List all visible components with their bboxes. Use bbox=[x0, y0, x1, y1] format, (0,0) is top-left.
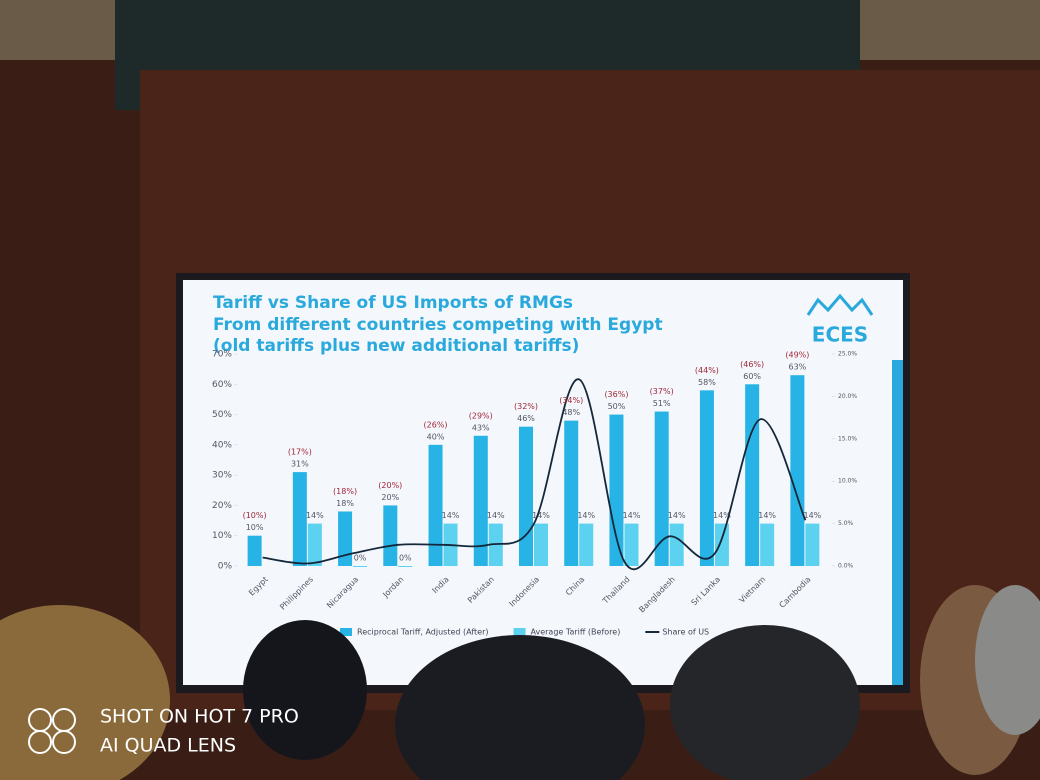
annotation: (37%) bbox=[650, 387, 674, 396]
annotation: (10%) bbox=[243, 511, 267, 520]
bar bbox=[745, 384, 760, 566]
legend-label: Share of US bbox=[662, 628, 709, 637]
logo: ECES bbox=[812, 323, 868, 347]
y2-tick-label: 25.0% bbox=[838, 351, 857, 358]
watermark: SHOT ON HOT 7 PRO bbox=[100, 706, 299, 728]
value-label: 31% bbox=[291, 460, 309, 469]
value-label: 14% bbox=[306, 511, 324, 520]
value-label: 14% bbox=[487, 511, 505, 520]
head bbox=[395, 635, 645, 780]
legend-label: Average Tariff (Before) bbox=[530, 628, 620, 637]
chart-title: (old tariffs plus new additional tariffs… bbox=[213, 336, 579, 356]
head bbox=[975, 585, 1040, 735]
y-tick-label: 50% bbox=[212, 410, 232, 420]
bar bbox=[247, 535, 262, 566]
annotation: (36%) bbox=[604, 390, 628, 399]
annotation: (17%) bbox=[288, 448, 312, 457]
y-tick-label: 70% bbox=[212, 350, 232, 360]
y-tick-label: 60% bbox=[212, 380, 232, 390]
value-label: 10% bbox=[246, 523, 264, 532]
value-label: 18% bbox=[336, 499, 354, 508]
legend-swatch bbox=[513, 628, 526, 636]
chart-title: From different countries competing with … bbox=[213, 315, 663, 335]
legend-swatch bbox=[340, 628, 352, 636]
value-label: 14% bbox=[668, 511, 686, 520]
bar bbox=[473, 435, 488, 566]
head bbox=[243, 620, 367, 760]
bar bbox=[428, 444, 443, 566]
bar bbox=[534, 523, 548, 566]
bar bbox=[353, 566, 368, 567]
value-label: 14% bbox=[532, 511, 550, 520]
value-label: 14% bbox=[758, 511, 776, 520]
value-label: 14% bbox=[623, 511, 641, 520]
bar bbox=[398, 566, 413, 567]
bar bbox=[760, 523, 775, 566]
annotation: (44%) bbox=[695, 366, 719, 375]
y-tick-label: 20% bbox=[212, 501, 232, 511]
annotation: (32%) bbox=[514, 402, 538, 411]
value-label: 63% bbox=[788, 363, 806, 372]
bar bbox=[714, 523, 729, 566]
watermark-icon bbox=[52, 730, 76, 754]
annotation: (34%) bbox=[559, 396, 583, 405]
y2-tick-label: 15.0% bbox=[838, 435, 857, 442]
bar bbox=[338, 511, 353, 566]
y-tick-label: 40% bbox=[212, 440, 232, 450]
y2-tick-label: 0.0% bbox=[838, 563, 854, 570]
bar bbox=[790, 375, 805, 566]
value-label: 14% bbox=[442, 511, 460, 520]
annotation: (20%) bbox=[378, 481, 402, 490]
audience bbox=[0, 585, 1040, 780]
bar bbox=[624, 523, 639, 566]
bar bbox=[805, 523, 820, 566]
y2-tick-label: 20.0% bbox=[838, 393, 857, 400]
annotation: (29%) bbox=[469, 411, 493, 420]
logo-crown bbox=[806, 293, 874, 316]
annotation: (46%) bbox=[740, 360, 764, 369]
bar bbox=[669, 523, 684, 566]
y2-tick-label: 5.0% bbox=[838, 520, 854, 527]
bar bbox=[383, 505, 398, 566]
annotation: (18%) bbox=[333, 487, 357, 496]
y-tick-label: 30% bbox=[212, 471, 232, 481]
value-label: 51% bbox=[653, 399, 671, 408]
slide-accent bbox=[892, 360, 903, 685]
value-label: 43% bbox=[472, 423, 490, 432]
head bbox=[0, 605, 170, 780]
bar bbox=[307, 523, 322, 566]
bar bbox=[564, 420, 579, 566]
value-label: 48% bbox=[562, 408, 580, 417]
value-label: 14% bbox=[803, 511, 821, 520]
y2-tick-label: 10.0% bbox=[838, 478, 857, 485]
value-label: 60% bbox=[743, 372, 761, 381]
watermark: AI QUAD LENS bbox=[100, 735, 236, 757]
chart-title: Tariff vs Share of US Imports of RMGs bbox=[213, 293, 573, 313]
annotation: (49%) bbox=[785, 351, 809, 360]
value-label: 0% bbox=[354, 554, 367, 563]
bar bbox=[292, 472, 307, 566]
bar bbox=[609, 414, 624, 566]
value-label: 50% bbox=[608, 402, 626, 411]
annotation: (26%) bbox=[424, 420, 448, 429]
bar bbox=[699, 390, 714, 566]
value-label: 46% bbox=[517, 414, 535, 423]
value-label: 58% bbox=[698, 378, 716, 387]
y-tick-label: 0% bbox=[218, 562, 233, 572]
value-label: 40% bbox=[427, 432, 445, 441]
value-label: 14% bbox=[713, 511, 731, 520]
bar bbox=[519, 426, 533, 566]
value-label: 14% bbox=[577, 511, 595, 520]
bar bbox=[579, 523, 594, 566]
value-label: 20% bbox=[381, 493, 399, 502]
head bbox=[670, 625, 860, 780]
line bbox=[262, 378, 807, 571]
bar bbox=[654, 411, 669, 566]
watermark-icon bbox=[28, 730, 52, 754]
y-tick-label: 10% bbox=[212, 531, 232, 541]
legend-label: Reciprocal Tariff, Adjusted (After) bbox=[357, 628, 488, 637]
value-label: 0% bbox=[399, 554, 412, 563]
